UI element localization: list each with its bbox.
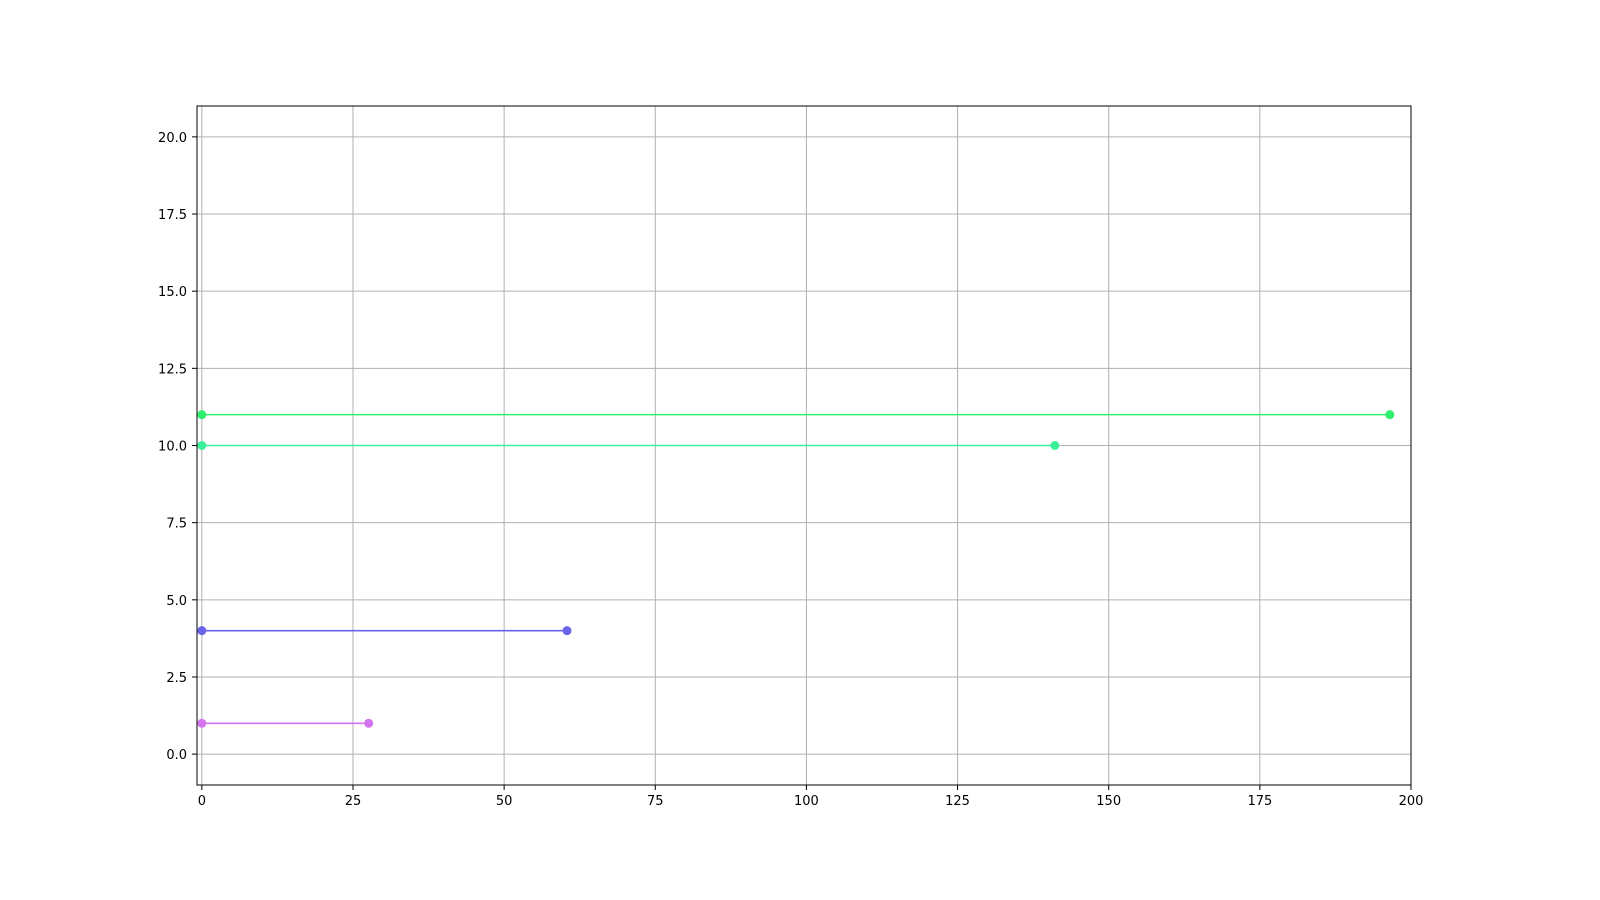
- data-point: [1385, 410, 1395, 420]
- y-tick-label: 0.0: [166, 748, 187, 763]
- y-tick-label: 12.5: [158, 362, 187, 377]
- y-tick-label: 7.5: [166, 517, 187, 532]
- data-point: [197, 718, 207, 728]
- y-tick-label: 2.5: [166, 671, 187, 686]
- x-tick-label: 75: [647, 794, 664, 809]
- x-tick-label: 200: [1399, 794, 1424, 809]
- y-tick-label: 17.5: [158, 208, 187, 223]
- data-point: [562, 626, 572, 636]
- y-tick-label: 15.0: [158, 285, 187, 300]
- y-tick-label: 20.0: [158, 131, 187, 146]
- x-tick-label: 125: [945, 794, 970, 809]
- data-point: [197, 441, 207, 450]
- data-point: [364, 718, 374, 728]
- plot-frame: [196, 105, 1412, 786]
- data-point: [1050, 441, 1060, 450]
- y-tick-label: 10.0: [158, 440, 187, 455]
- x-tick-label: 175: [1247, 794, 1272, 809]
- y-tick-label: 5.0: [166, 594, 187, 609]
- data-point: [197, 410, 207, 420]
- x-tick-label: 0: [198, 794, 206, 809]
- x-tick-label: 150: [1096, 794, 1121, 809]
- x-tick-label: 25: [345, 794, 362, 809]
- data-point: [197, 626, 207, 636]
- x-tick-label: 50: [496, 794, 513, 809]
- x-tick-label: 100: [794, 794, 819, 809]
